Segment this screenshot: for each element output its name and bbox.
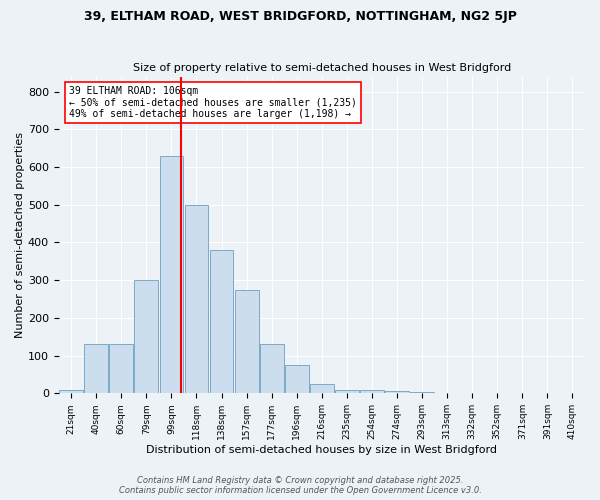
Bar bbox=[85, 344, 108, 394]
Text: 39, ELTHAM ROAD, WEST BRIDGFORD, NOTTINGHAM, NG2 5JP: 39, ELTHAM ROAD, WEST BRIDGFORD, NOTTING… bbox=[83, 10, 517, 23]
Bar bbox=[310, 384, 334, 394]
Bar bbox=[134, 280, 158, 394]
X-axis label: Distribution of semi-detached houses by size in West Bridgford: Distribution of semi-detached houses by … bbox=[146, 445, 497, 455]
Bar bbox=[385, 392, 409, 394]
Y-axis label: Number of semi-detached properties: Number of semi-detached properties bbox=[15, 132, 25, 338]
Bar bbox=[160, 156, 184, 394]
Bar bbox=[360, 390, 384, 394]
Bar bbox=[335, 390, 359, 394]
Text: 39 ELTHAM ROAD: 106sqm
← 50% of semi-detached houses are smaller (1,235)
49% of : 39 ELTHAM ROAD: 106sqm ← 50% of semi-det… bbox=[69, 86, 357, 120]
Title: Size of property relative to semi-detached houses in West Bridgford: Size of property relative to semi-detach… bbox=[133, 63, 511, 73]
Bar bbox=[260, 344, 284, 394]
Bar bbox=[209, 250, 233, 394]
Bar bbox=[185, 205, 208, 394]
Bar bbox=[235, 290, 259, 394]
Bar bbox=[59, 390, 83, 394]
Bar bbox=[109, 344, 133, 394]
Bar bbox=[285, 365, 308, 394]
Bar bbox=[410, 392, 434, 394]
Text: Contains HM Land Registry data © Crown copyright and database right 2025.
Contai: Contains HM Land Registry data © Crown c… bbox=[119, 476, 481, 495]
